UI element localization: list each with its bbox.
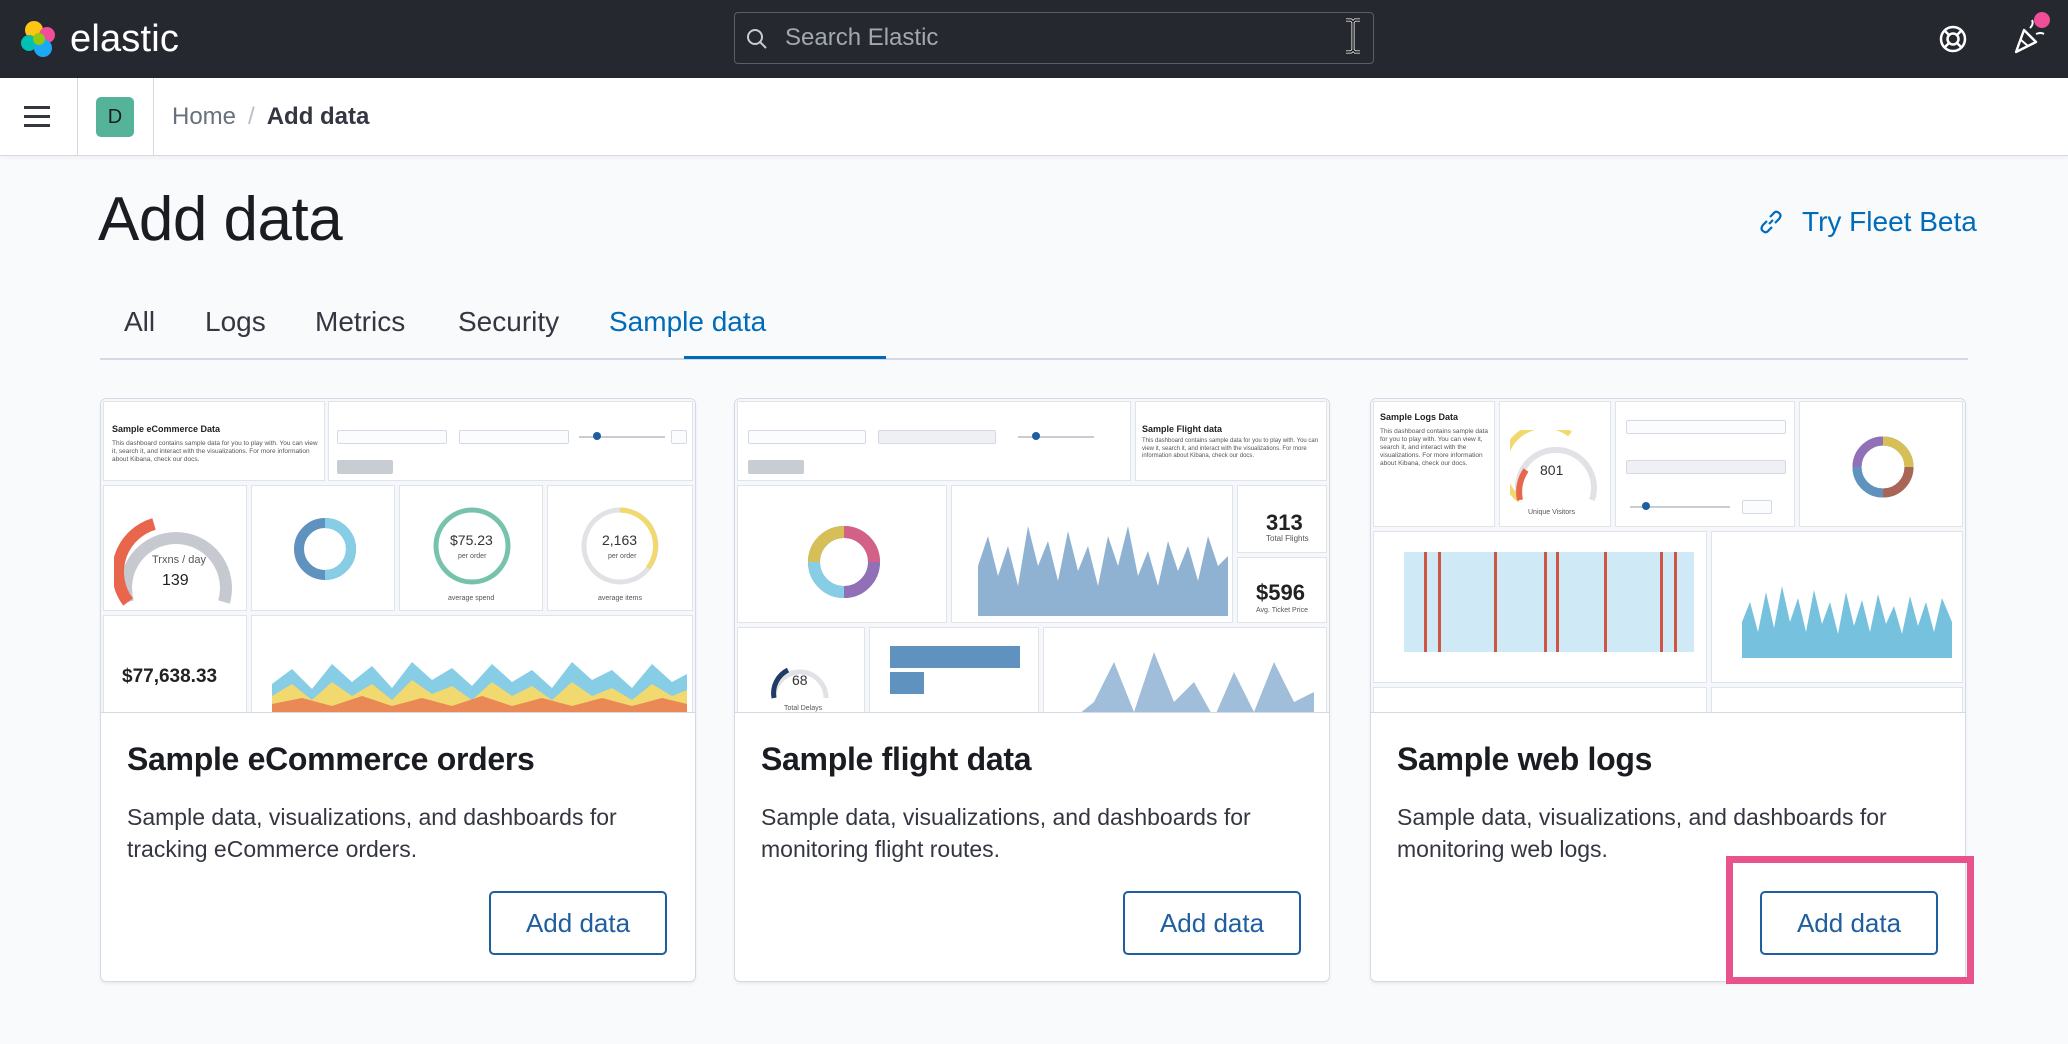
card-description: Sample data, visualizations, and dashboa…: [127, 804, 617, 862]
preview-panel: [1615, 401, 1795, 527]
tab-sample-data[interactable]: Sample data: [609, 306, 767, 337]
preview-panel: Sample Logs Data This dashboard contains…: [1373, 401, 1495, 527]
notification-dot: [2034, 12, 2050, 28]
preview-text: average spend: [448, 595, 495, 602]
space-avatar[interactable]: D: [96, 97, 134, 137]
search-input[interactable]: [785, 13, 1305, 63]
breadcrumb-current: Add data: [266, 103, 370, 130]
preview-panel: [1799, 401, 1963, 527]
preview-text: Total Delays: [784, 705, 823, 712]
preview-panel: [1373, 687, 1707, 712]
page-title: Add data: [98, 185, 343, 254]
preview-panel: [869, 627, 1039, 712]
preview-panel: [1711, 531, 1963, 683]
card-description: Sample data, visualizations, and dashboa…: [761, 804, 1251, 862]
preview-panel: 801 Unique Visitors: [1499, 401, 1611, 527]
preview-text: Unique Visitors: [1528, 509, 1575, 516]
tab-all[interactable]: All: [124, 306, 156, 337]
preview-panel: Trxns / day 139: [103, 485, 247, 611]
preview-gauge-value: 139: [162, 572, 189, 589]
preview-delays: 68: [792, 672, 808, 688]
tab-bar: All Logs Metrics Security Sample data: [100, 292, 1968, 360]
preview-panel: [251, 615, 693, 712]
preview-markdown-text: This dashboard contains sample data for …: [1142, 438, 1319, 459]
preview-text: per order: [458, 553, 487, 560]
search-icon: [747, 29, 767, 49]
preview-panel: $75.23 per order average spend: [399, 485, 543, 611]
preview-markdown-title: Sample Logs Data: [1380, 412, 1459, 422]
tab-security[interactable]: Security: [458, 306, 560, 337]
preview-panel: 313 Total Flights: [1237, 485, 1327, 553]
flights-preview-image: Sample Flight data This dashboard contai…: [735, 399, 1329, 713]
preview-markdown-title: Sample Flight data: [1142, 424, 1223, 434]
preview-text: per order: [608, 553, 637, 560]
top-header: elastic: [0, 0, 2068, 78]
preview-avg-ticket: $596: [1256, 580, 1305, 605]
preview-markdown-text: This dashboard contains sample data for …: [1380, 428, 1489, 467]
text-cursor-icon: [1346, 18, 1360, 54]
card-ecommerce: Sample eCommerce Data This dashboard con…: [100, 398, 696, 982]
preview-panel: $77,638.33: [103, 615, 247, 712]
preview-total-revenue: $77,638.33: [122, 666, 218, 687]
preview-text: Total Flights: [1266, 534, 1309, 543]
preview-markdown-text: This dashboard contains sample data for …: [112, 440, 318, 463]
card-title: Sample flight data: [761, 741, 1032, 777]
preview-markdown-title: Sample eCommerce Data: [112, 424, 221, 434]
preview-panel: [328, 401, 693, 481]
preview-panel: 68 Total Delays: [737, 627, 865, 712]
elastic-logo-icon: [21, 21, 55, 57]
logo-text: elastic: [70, 17, 180, 60]
web-logs-preview-image: Sample Logs Data This dashboard contains…: [1371, 399, 1965, 713]
link-icon: [1760, 210, 1782, 234]
card-web-logs: Sample Logs Data This dashboard contains…: [1370, 398, 1966, 982]
card-flights: Sample Flight data This dashboard contai…: [734, 398, 1330, 982]
preview-avg-sales: $75.23: [450, 532, 493, 548]
preview-panel: [951, 485, 1233, 623]
preview-panel: [251, 485, 395, 611]
divider: [77, 78, 78, 156]
try-fleet-link[interactable]: Try Fleet Beta: [1756, 200, 1977, 244]
preview-panel: [737, 401, 1131, 481]
help-icon[interactable]: [1934, 20, 1972, 58]
preview-panel: [1373, 531, 1707, 683]
breadcrumb-separator: /: [248, 103, 255, 130]
hamburger-menu-icon[interactable]: [22, 102, 56, 132]
divider: [153, 78, 154, 156]
preview-panel: [737, 485, 947, 623]
preview-panel: Sample Flight data This dashboard contai…: [1135, 401, 1327, 481]
preview-panel: 2,163 per order average items: [547, 485, 693, 611]
ecommerce-preview-image: Sample eCommerce Data This dashboard con…: [101, 399, 695, 713]
preview-total-flights: 313: [1266, 510, 1303, 535]
preview-panel: $596 Avg. Ticket Price: [1237, 557, 1327, 623]
preview-panel: [1711, 687, 1963, 712]
preview-panel: Sample eCommerce Data This dashboard con…: [103, 401, 325, 481]
breadcrumb-bar: D Home / Add data: [0, 78, 2068, 156]
preview-avg-qty: 2,163: [602, 532, 638, 548]
elastic-logo[interactable]: elastic: [18, 18, 179, 60]
preview-text: average items: [598, 595, 642, 602]
breadcrumb-home[interactable]: Home: [172, 103, 237, 130]
card-description: Sample data, visualizations, and dashboa…: [1397, 804, 1887, 862]
tab-metrics[interactable]: Metrics: [315, 306, 406, 337]
card-title: Sample web logs: [1397, 741, 1653, 777]
highlight-box: [1726, 856, 1974, 984]
preview-panel: [1043, 627, 1327, 712]
try-fleet-label: Try Fleet Beta: [1802, 206, 1977, 237]
preview-text: Avg. Ticket Price: [1256, 607, 1309, 614]
preview-gauge-value: 801: [1540, 462, 1564, 478]
add-data-button-web-logs[interactable]: Add data: [1760, 891, 1938, 955]
add-data-button-ecommerce[interactable]: Add data: [489, 891, 667, 955]
breadcrumb: Home / Add data: [172, 100, 369, 134]
tab-logs[interactable]: Logs: [205, 306, 266, 337]
preview-gauge-label: Trxns / day: [152, 554, 206, 566]
search-box[interactable]: [734, 12, 1374, 64]
active-tab-indicator: [684, 356, 886, 359]
add-data-button-flights[interactable]: Add data: [1123, 891, 1301, 955]
card-title: Sample eCommerce orders: [127, 741, 535, 777]
newsfeed-icon[interactable]: [2008, 18, 2048, 58]
